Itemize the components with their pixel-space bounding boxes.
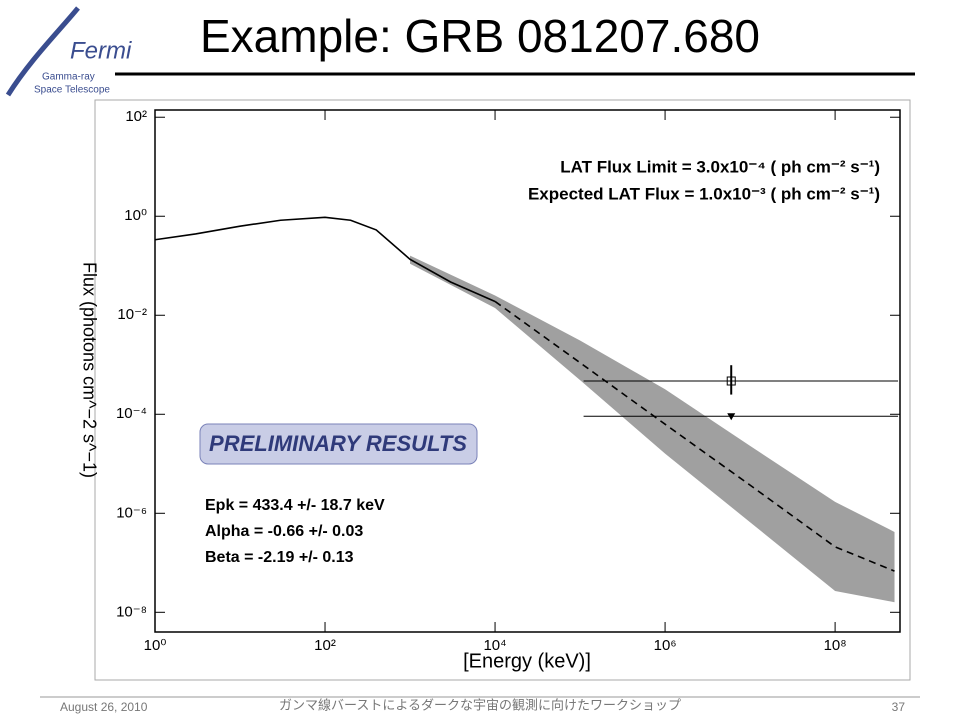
annotation: Beta = -2.19 +/- 0.13	[205, 549, 354, 566]
y-tick-label: 10²	[125, 108, 147, 125]
logo-line: Space Telescope	[34, 85, 110, 96]
y-axis-label: Flux (photons cm^−2 s^−1)	[79, 262, 99, 478]
x-tick-label: 10⁴	[483, 637, 506, 654]
model-line	[154, 216, 496, 303]
x-tick-label: 10⁸	[824, 637, 847, 654]
x-axis-label: [Energy (keV)]	[463, 650, 591, 672]
y-tick-label: 10⁻⁸	[116, 603, 147, 620]
annotation: Alpha = -0.66 +/- 0.03	[205, 523, 363, 540]
slide-title: Example: GRB 081207.680	[200, 10, 760, 62]
logo: Fermi Gamma-ray Space Telescope	[5, 6, 132, 97]
logo-name: Fermi	[70, 37, 132, 64]
logo-line: Gamma-ray	[42, 72, 95, 83]
footer-event: ガンマ線バーストによるダークな宇宙の観測に向けたワークショップ	[279, 697, 681, 712]
annotation: Expected LAT Flux = 1.0x10⁻³ ( ph cm⁻² s…	[528, 184, 880, 203]
footer-date: August 26, 2010	[60, 700, 148, 714]
plot-frame	[154, 109, 901, 633]
point-marker	[726, 376, 736, 386]
x-tick-label: 10⁰	[144, 637, 167, 654]
footer-page: 37	[892, 700, 906, 714]
annotation: LAT Flux Limit = 3.0x10⁻⁴ ( ph cm⁻² s⁻¹)	[560, 157, 880, 176]
annotation: PRELIMINARY RESULTS	[209, 431, 467, 456]
y-tick-label: 10⁻⁴	[116, 405, 147, 422]
preliminary-badge	[199, 423, 478, 465]
y-tick-label: 10⁰	[124, 207, 147, 224]
x-tick-label: 10⁶	[654, 637, 677, 654]
x-tick-label: 10²	[314, 637, 336, 654]
y-tick-label: 10⁻⁶	[116, 504, 147, 521]
figure-border	[94, 99, 911, 681]
point-marker	[727, 413, 736, 421]
model-line	[494, 300, 895, 572]
uncertainty-band	[410, 255, 895, 603]
y-tick-label: 10⁻²	[117, 306, 147, 323]
annotation: Epk = 433.4 +/- 18.7 keV	[205, 497, 385, 514]
logo-swoosh	[5, 6, 80, 97]
